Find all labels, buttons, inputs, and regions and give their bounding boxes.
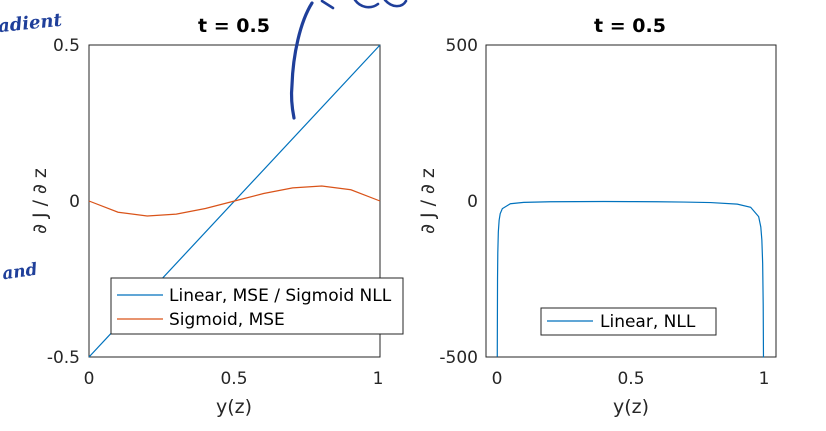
left-chart: t = 0.5 0.5 0 -0.5 0 0.5 1 y(z) ∂ J / ∂ … — [29, 15, 404, 418]
right-legend: Linear, NLL — [540, 307, 717, 336]
right-xlabel: y(z) — [613, 396, 649, 418]
handwritten-note-adient: adient — [0, 10, 64, 38]
handwritten-stroke-top — [320, 0, 408, 10]
left-legend-box — [110, 277, 404, 335]
right-xtick-1: 1 — [759, 369, 770, 389]
handwritten-stroke-long — [290, 1, 314, 120]
right-series-line-1 — [496, 200, 765, 358]
right-series-group — [496, 200, 765, 358]
right-ylabel: ∂ J / ∂ z — [417, 168, 439, 234]
left-chart-title: t = 0.5 — [198, 15, 270, 37]
right-ytick-top: 500 — [446, 36, 478, 56]
left-ytick-top: 0.5 — [53, 36, 80, 56]
left-xtick-0: 0 — [84, 369, 95, 389]
left-ytick-bottom: -0.5 — [47, 348, 80, 368]
right-legend-label: Linear, NLL — [600, 312, 696, 332]
right-xtick-05: 0.5 — [617, 369, 644, 389]
right-chart: t = 0.5 500 0 -500 0 0.5 1 y(z) ∂ J / ∂ … — [417, 15, 777, 418]
right-legend-box — [540, 307, 717, 336]
left-legend: Linear, MSE / Sigmoid NLL Sigmoid, MSE — [110, 277, 404, 335]
left-ylabel: ∂ J / ∂ z — [29, 168, 51, 234]
left-legend-label-2: Sigmoid, MSE — [169, 310, 285, 330]
right-plot-box — [485, 44, 777, 358]
handwritten-note-and: and — [1, 260, 39, 285]
left-xlabel: y(z) — [216, 396, 252, 418]
right-ytick-mid: 0 — [467, 192, 478, 212]
left-xtick-05: 0.5 — [220, 369, 247, 389]
left-series-line-2 — [88, 185, 381, 217]
right-chart-title: t = 0.5 — [594, 15, 666, 37]
left-xtick-1: 1 — [373, 369, 384, 389]
left-legend-label-1: Linear, MSE / Sigmoid NLL — [169, 286, 392, 306]
right-ytick-bottom: -500 — [439, 348, 478, 368]
left-ytick-mid: 0 — [69, 192, 80, 212]
right-xtick-0: 0 — [492, 369, 503, 389]
